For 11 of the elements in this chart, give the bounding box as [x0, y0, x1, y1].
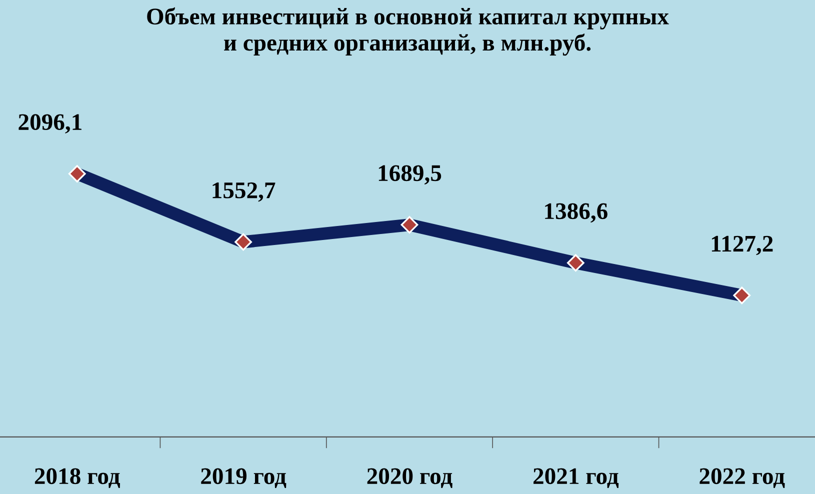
data-label: 2096,1 [18, 114, 82, 134]
x-tick-label: 2020 год [367, 468, 452, 488]
data-label: 1689,5 [378, 165, 442, 185]
data-label: 1386,6 [545, 203, 608, 223]
data-label: 1552,7 [212, 182, 276, 202]
x-tick-label: 2021 год [534, 468, 619, 488]
x-tick-label: 2018 год [34, 468, 120, 488]
chart-title: Объем инвестиций в основной капитал крупных и средних организаций, в млн.руб. [147, 7, 669, 56]
x-tick-label: 2022 год [700, 468, 785, 488]
x-tick-label: 2019 год [201, 468, 286, 488]
data-label: 1127,2 [712, 236, 773, 256]
